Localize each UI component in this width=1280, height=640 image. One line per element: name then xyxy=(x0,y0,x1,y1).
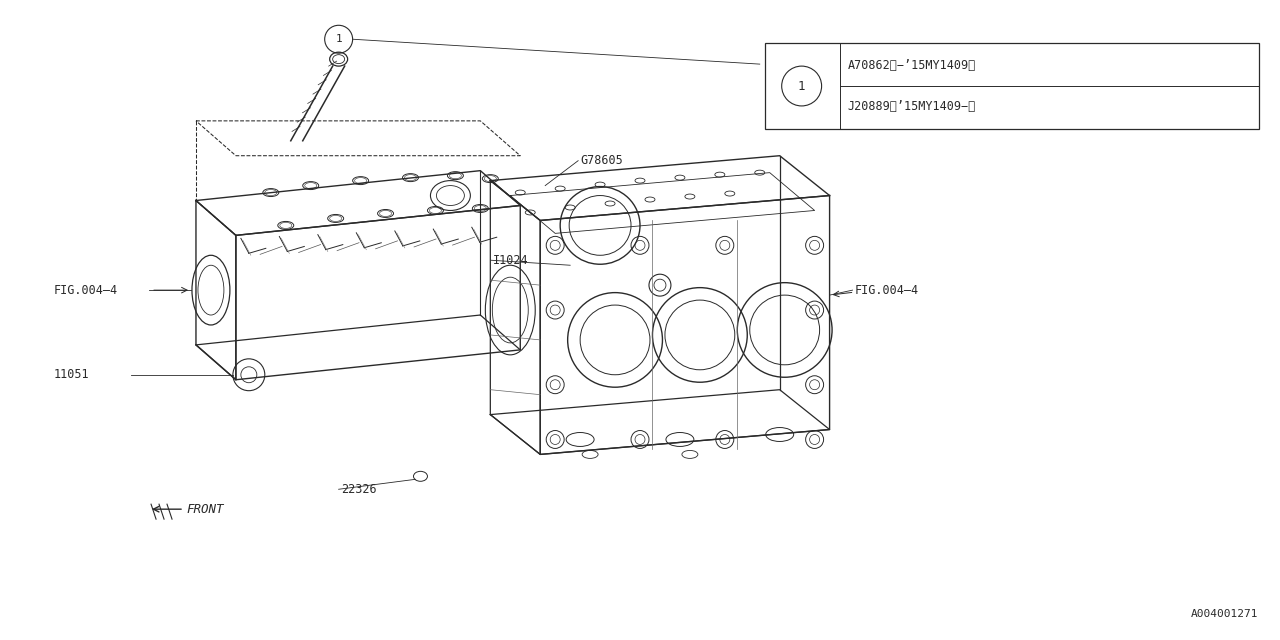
Text: G78605: G78605 xyxy=(580,154,623,167)
Text: I1024: I1024 xyxy=(493,254,529,267)
Bar xyxy=(764,44,1258,129)
Text: FIG.004–4: FIG.004–4 xyxy=(54,284,118,296)
Text: 11051: 11051 xyxy=(54,368,88,381)
Text: 1: 1 xyxy=(335,34,342,44)
Text: 22326: 22326 xyxy=(340,483,376,496)
Text: A004001271: A004001271 xyxy=(1192,609,1258,619)
Text: FRONT: FRONT xyxy=(186,502,224,516)
Text: 1: 1 xyxy=(797,79,805,93)
Text: A70862（−’15MY1409）: A70862（−’15MY1409） xyxy=(847,59,975,72)
Text: J20889（’15MY1409−）: J20889（’15MY1409−） xyxy=(847,100,975,113)
Text: FIG.004–4: FIG.004–4 xyxy=(855,284,919,296)
